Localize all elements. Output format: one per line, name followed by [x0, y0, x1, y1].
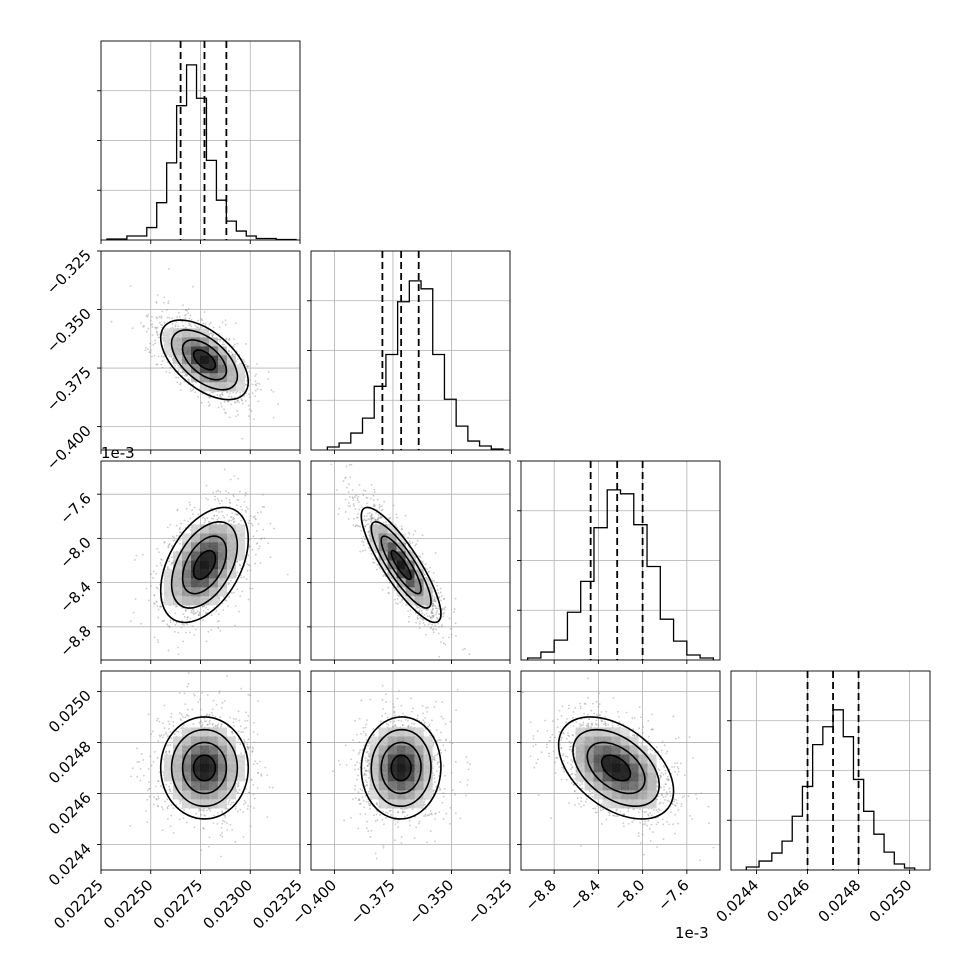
scatter-panel-2-3-contour-3: [557, 716, 675, 820]
scatter-panel-1-3-content: [311, 671, 510, 870]
scatter-panel-1-3-frame: [310, 670, 511, 871]
histogram-panel-1-content: [311, 251, 510, 450]
x-tick-label: 0.0248: [815, 876, 865, 926]
y-tick-label: −0.400: [43, 422, 95, 474]
y-tick-label: −8.4: [56, 578, 94, 616]
x-tick-label: 0.02275: [150, 876, 207, 933]
x-tick-label: 0.02250: [100, 876, 157, 933]
x-offset-label: 1e-3: [675, 924, 709, 942]
x-tick-label: 0.0246: [764, 876, 814, 926]
x-tick-label: −0.325: [464, 876, 516, 928]
scatter-panel-2-3-frame: [520, 670, 721, 871]
y-tick-label: −8.0: [56, 533, 94, 571]
scatter-panel-0-1-contour-2: [170, 329, 239, 391]
histogram-panel-0-content: [101, 41, 300, 240]
scatter-panel-2-3-contour-1: [586, 741, 646, 795]
y-tick-label: 0.0250: [45, 687, 95, 737]
scatter-panel-1-3-contour-1: [380, 741, 422, 795]
x-tick-label: 0.0250: [866, 876, 916, 926]
histogram-panel-3-content: [731, 671, 930, 870]
scatter-panel-1-3-contour-0: [390, 754, 412, 782]
scatter-panel-0-1-contour-1: [181, 339, 228, 381]
scatter-panel-1-2-contour-3: [360, 506, 442, 624]
scatter-panel-0-1-contour-3: [159, 319, 250, 401]
scatter-panel-0-3-contour-2: [170, 728, 239, 808]
scatter-panel-0-2-contour-3: [159, 506, 250, 624]
y-tick-label: 0.0248: [45, 738, 95, 788]
scatter-panel-0-2-contour-2: [170, 521, 239, 609]
histogram-step-0: [106, 64, 297, 240]
y-tick-label: −0.375: [43, 363, 95, 415]
y-offset-label: 1e-3: [101, 444, 135, 462]
scatter-panel-1-2-density: [369, 524, 433, 606]
x-tick-label: −0.375: [347, 876, 399, 928]
scatter-panel-1-3-contour-2: [370, 728, 432, 808]
scatter-panel-0-2-contour-1: [181, 535, 228, 595]
y-tick-label: −7.6: [56, 489, 94, 527]
scatter-panel-0-2-content: [101, 461, 300, 660]
y-tick-label: −8.8: [56, 622, 94, 660]
x-tick-label: −0.350: [405, 876, 457, 928]
scatter-panel-2-3-contour-0: [600, 754, 632, 782]
scatter-panel-0-3-contour-0: [192, 754, 217, 782]
x-tick-label: −8.0: [610, 876, 648, 914]
histogram-step-1: [326, 280, 504, 450]
x-tick-label: 0.0244: [712, 876, 762, 926]
scatter-panel-2-3-contour-2: [572, 728, 660, 808]
scatter-panel-1-2-contour-1: [380, 535, 422, 595]
x-tick-label: −8.8: [522, 876, 560, 914]
histogram-step-2: [526, 489, 715, 660]
scatter-panel-0-1-content: [101, 251, 300, 450]
y-tick-label: −0.350: [43, 305, 95, 357]
scatter-panel-1-2-contour-0: [390, 549, 412, 581]
scatter-panel-1-2-frame: [310, 460, 511, 661]
scatter-panel-0-3-content: [101, 671, 300, 870]
scatter-panel-2-3-content: [521, 671, 720, 870]
scatter-panel-1-3-contour-3: [360, 716, 442, 820]
histogram-step-3: [745, 709, 916, 870]
scatter-panel-0-1-contour-0: [192, 349, 217, 371]
x-tick-label: −7.6: [654, 876, 692, 914]
scatter-panel-0-3-contour-3: [159, 716, 250, 820]
x-tick-label: −8.4: [566, 876, 604, 914]
scatter-panel-0-2-contour-0: [192, 549, 217, 581]
x-tick-label: 0.02300: [199, 876, 256, 933]
scatter-panel-1-2-contour-2: [370, 521, 432, 609]
y-tick-label: 0.0246: [45, 789, 95, 839]
y-tick-label: −0.325: [43, 246, 95, 298]
scatter-panel-1-2-content: [311, 461, 510, 660]
histogram-panel-2-content: [521, 461, 720, 660]
scatter-panel-0-3-contour-1: [181, 741, 228, 795]
